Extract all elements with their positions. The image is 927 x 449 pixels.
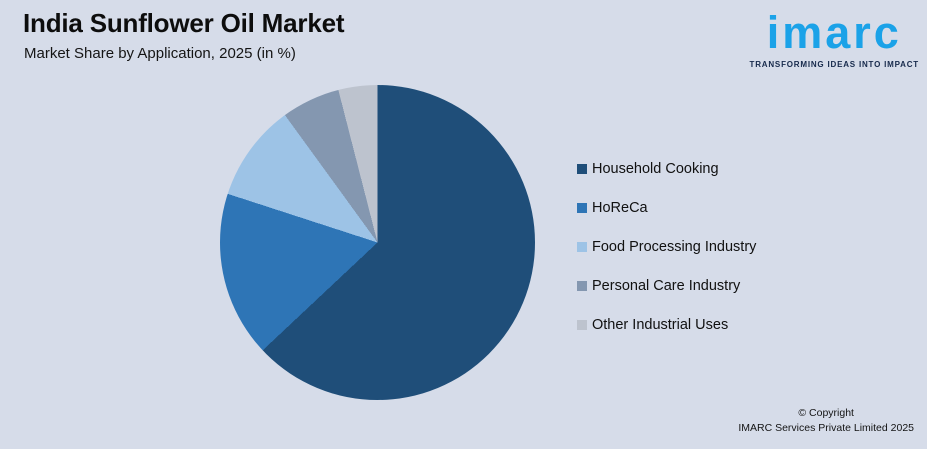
legend-item: HoReCa	[577, 201, 756, 215]
imarc-logo: imarc TRANSFORMING IDEAS INTO IMPACT	[750, 6, 919, 69]
legend-swatch	[577, 320, 587, 330]
pie-chart	[220, 85, 535, 400]
copyright-line2: IMARC Services Private Limited 2025	[738, 422, 914, 434]
legend: Household Cooking HoReCa Food Processing I…	[577, 162, 756, 332]
copyright: © Copyright IMARC Services Private Limit…	[738, 406, 914, 436]
legend-label: Other Industrial Uses	[592, 317, 729, 333]
legend-swatch	[577, 281, 587, 291]
imarc-tagline: TRANSFORMING IDEAS INTO IMPACT	[749, 60, 919, 70]
chart-subtitle: Market Share by Application, 2025 (in %)	[24, 45, 296, 62]
page-title: India Sunflower Oil Market	[23, 8, 345, 38]
imarc-wordmark: imarc	[766, 7, 902, 58]
legend-swatch	[577, 242, 587, 252]
legend-item: Personal Care Industry	[577, 279, 756, 293]
legend-label: Personal Care Industry	[592, 278, 741, 294]
legend-swatch	[577, 203, 587, 213]
legend-label: Food Processing Industry	[592, 239, 757, 255]
legend-item: Household Cooking	[577, 162, 756, 176]
copyright-line1: © Copyright	[798, 407, 854, 419]
legend-label: Household Cooking	[592, 161, 719, 177]
legend-item: Food Processing Industry	[577, 240, 756, 254]
legend-swatch	[577, 164, 587, 174]
legend-label: HoReCa	[592, 200, 648, 216]
legend-item: Other Industrial Uses	[577, 318, 756, 332]
